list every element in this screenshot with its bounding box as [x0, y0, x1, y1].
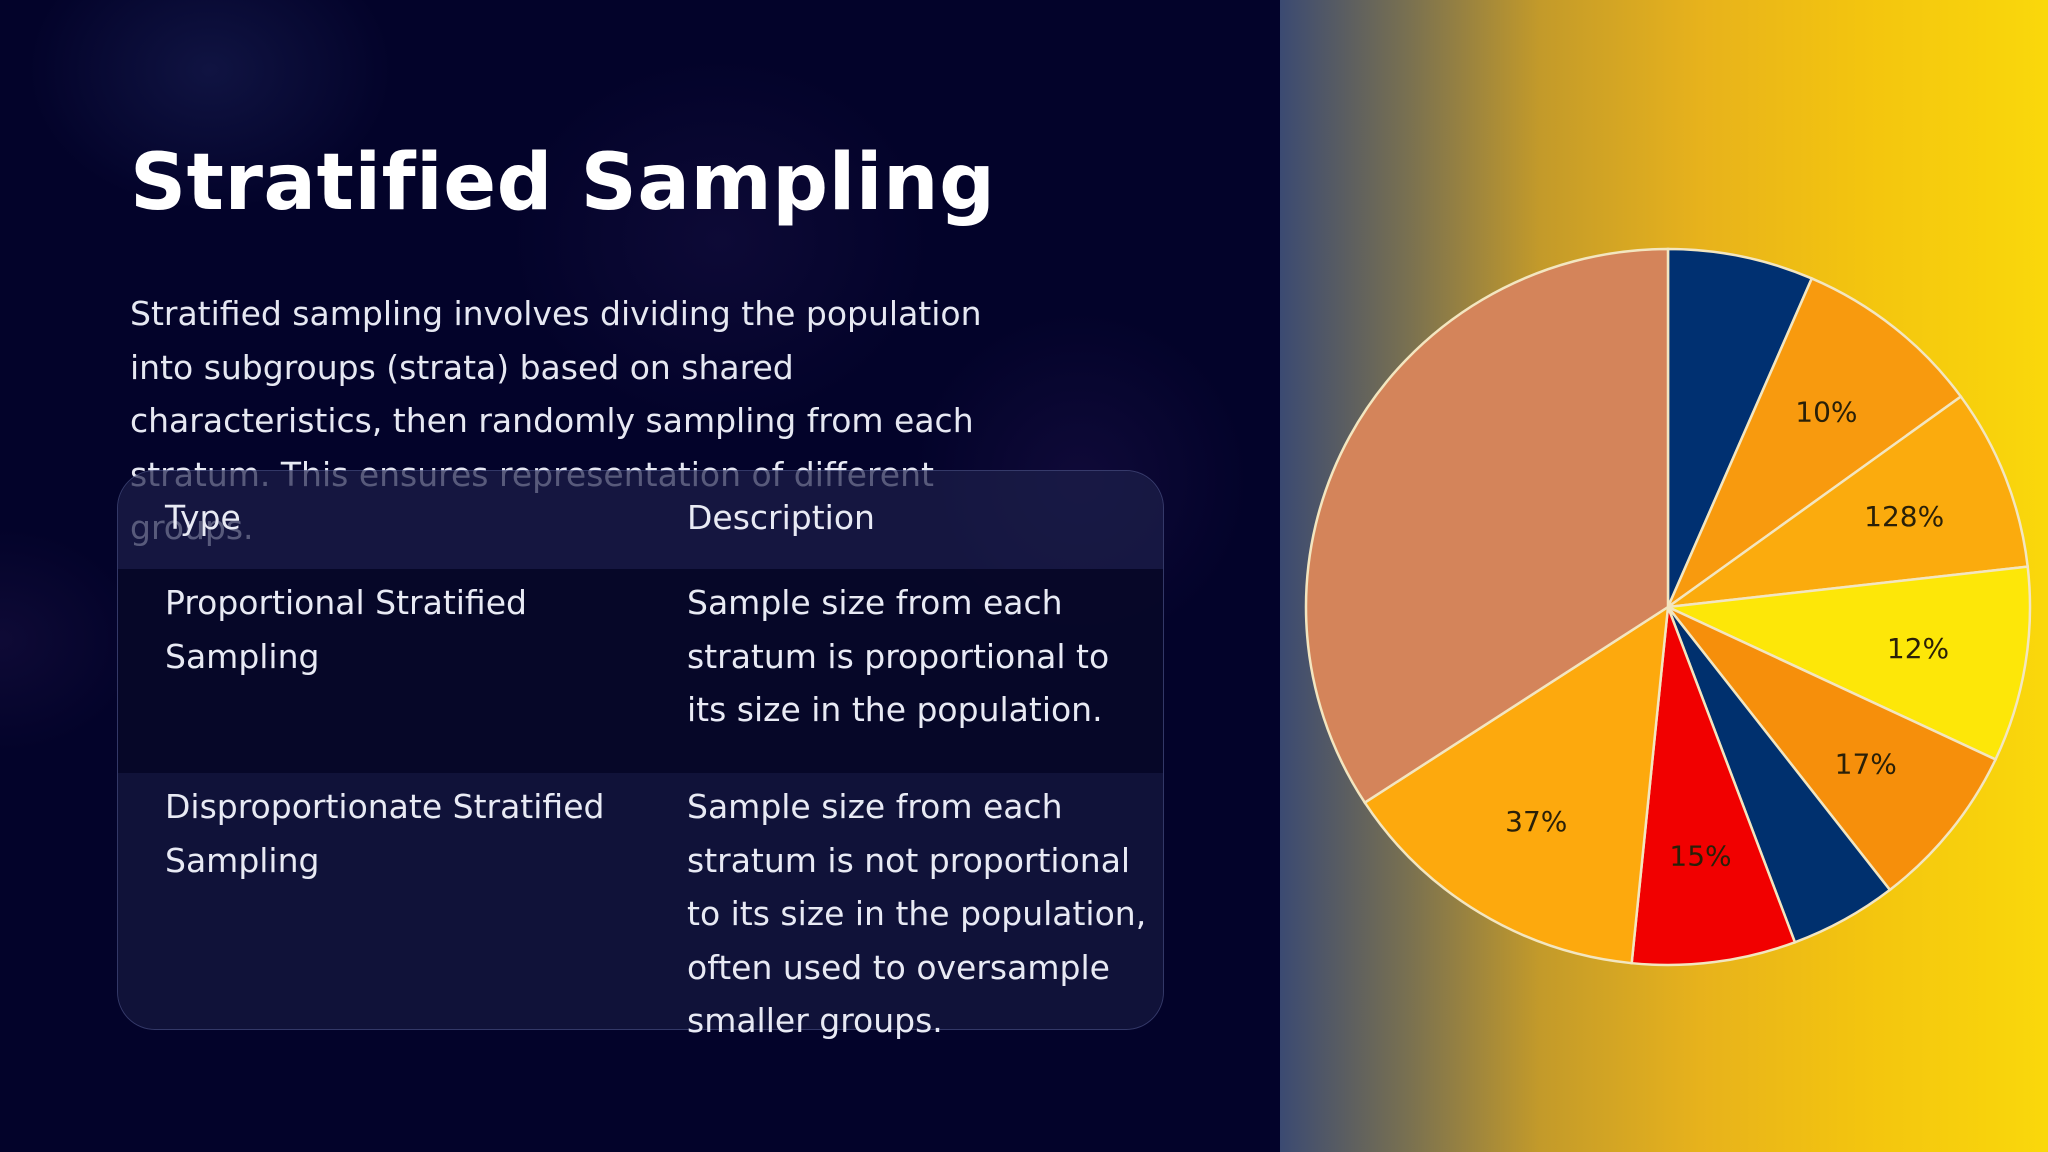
header-type: Type — [165, 498, 241, 537]
slide-title: Stratified Sampling — [130, 138, 996, 228]
row-type: Proportional Stratified Sampling — [165, 583, 527, 676]
row-description: Sample size from each stratum is proport… — [687, 583, 1110, 729]
row-type: Disproportionate Stratified Sampling — [165, 787, 605, 880]
pie-slice — [1665, 276, 1963, 611]
slice-label: 15% — [1669, 840, 1731, 873]
table-header-row: Type Description — [118, 471, 1163, 569]
sampling-types-table: Type Description Proportional Stratified… — [117, 470, 1164, 1040]
pie-slice — [1663, 565, 2032, 762]
row-description: Sample size from each stratum is not pro… — [687, 787, 1147, 1040]
pie-slice — [1663, 394, 2030, 609]
pie-slice — [1667, 605, 1998, 892]
content-panel: Stratified Sampling Stratified sampling … — [0, 0, 1280, 1152]
pie-slice — [1363, 604, 1670, 965]
slice-label: 10% — [1795, 395, 1857, 428]
slice-label: 12% — [1887, 632, 1949, 665]
pie-chart: 10% 128% 12% 17% 15% 37% — [1304, 247, 2032, 967]
header-description: Description — [687, 498, 875, 537]
pie-slice — [1304, 247, 1670, 805]
slice-label: 17% — [1835, 748, 1897, 781]
pie-slice — [1666, 247, 1814, 608]
slice-label: 37% — [1505, 805, 1567, 838]
table-row: Disproportionate Stratified Sampling Sam… — [118, 773, 1163, 1040]
table-row: Proportional Stratified Sampling Sample … — [118, 569, 1163, 773]
pie-chart-panel: 10% 128% 12% 17% 15% 37% — [1280, 0, 2048, 1152]
slice-label: 128% — [1864, 500, 1944, 533]
pie-slice — [1630, 606, 1797, 967]
